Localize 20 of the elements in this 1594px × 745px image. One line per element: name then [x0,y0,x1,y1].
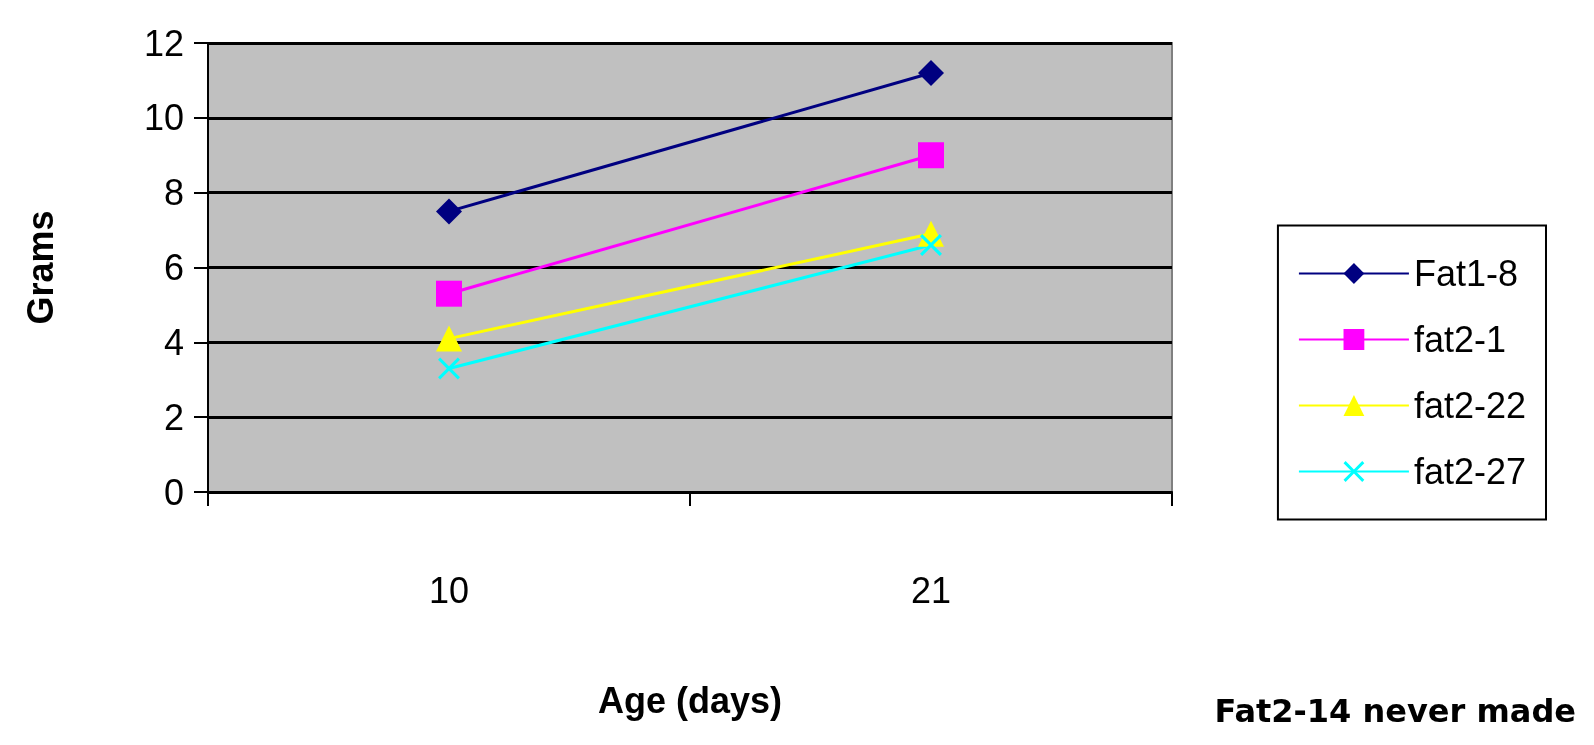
y-tick-label: 12 [143,22,184,64]
y-tick-label: 2 [163,396,184,438]
y-tick-label: 8 [163,172,184,214]
x-tick-label: 21 [910,569,952,611]
y-axis-title: Grams [19,210,61,325]
point [436,280,462,307]
point [438,357,460,380]
x-axis-title: Age (days) [597,679,783,721]
y-tick-label: 6 [163,247,184,288]
y-tick-label: 4 [163,321,184,363]
legend-label: Fat1-8 [1413,253,1518,294]
point [918,142,944,169]
text: Fat2-14 never made [1214,692,1576,730]
legend-label: fat2-27 [1413,451,1526,492]
point [918,59,944,86]
y-tick-label: 10 [143,97,184,139]
point [436,198,462,225]
legend-label: fat2-22 [1413,385,1526,426]
y-tick-label: 0 [163,471,184,513]
legend-label: fat2-1 [1413,319,1506,360]
